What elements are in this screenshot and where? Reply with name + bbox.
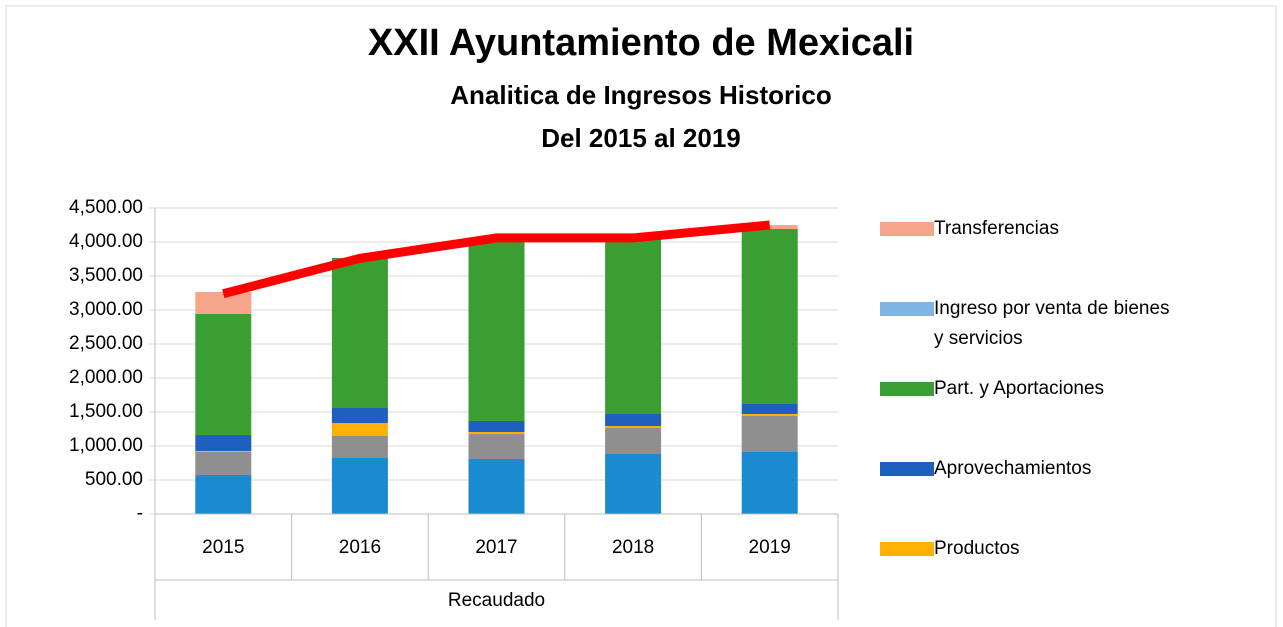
bar-segment (195, 474, 252, 514)
legend-swatch (880, 462, 934, 476)
y-tick-label: - (137, 503, 143, 524)
legend-label: Productos (934, 538, 1020, 559)
bar-segment (195, 450, 252, 452)
bar-segment (331, 407, 388, 424)
bar-segment (331, 423, 388, 437)
legend-label: Ingreso por venta de bienes y servicios (934, 298, 1170, 349)
legend-label: Aprovechamientos (934, 458, 1092, 479)
bar-segment (468, 420, 525, 432)
chart-title: XXII Ayuntamiento de Mexicali (368, 22, 914, 64)
y-tick-label: 4,000.00 (69, 231, 143, 252)
y-tick-label: 4,500.00 (69, 197, 143, 218)
legend-swatch (880, 382, 934, 396)
legend-label: Transferencias (934, 218, 1059, 239)
bar-segment (741, 413, 798, 417)
bar-segment (605, 426, 662, 428)
chart-subtitle: Del 2015 al 2019 (541, 123, 741, 153)
y-tick-label: 3,000.00 (69, 299, 143, 320)
total-line (222, 220, 771, 299)
legend-label: Part. y Aportaciones (934, 378, 1105, 399)
chart-subtitle: Analitica de Ingresos Historico (450, 80, 831, 110)
legend-swatch (880, 542, 934, 556)
legend-item: Aprovechamientos (880, 454, 1180, 484)
bar-segment (741, 416, 798, 452)
bar-segment (195, 434, 252, 451)
bar-segment (605, 454, 662, 514)
group-label: Recaudado (448, 590, 545, 611)
y-tick-label: 1,000.00 (69, 435, 143, 456)
bar-segment (741, 403, 798, 414)
legend-swatch (880, 302, 934, 316)
bar-segment (741, 229, 798, 404)
legend-item: Part. y Aportaciones (880, 374, 1180, 404)
x-tick-label: 2018 (612, 537, 654, 558)
x-tick-label: 2016 (339, 537, 381, 558)
bar-segment (331, 436, 388, 458)
y-tick-label: 500.00 (85, 469, 143, 490)
bar-segment (331, 257, 388, 408)
bar-segment (468, 458, 525, 514)
chart-border (5, 5, 1277, 627)
bar-segment (741, 451, 798, 514)
bar-segment (195, 291, 252, 315)
legend-swatch (880, 222, 934, 236)
bar-segment (605, 237, 662, 414)
bar-segment (605, 413, 662, 427)
x-tick-label: 2017 (475, 537, 517, 558)
y-tick-label: 1,500.00 (69, 401, 143, 422)
bar-segment (468, 237, 525, 421)
y-tick-label: 3,500.00 (69, 265, 143, 286)
bar-segment (331, 457, 388, 514)
legend-item: Ingreso por venta de bienes y servicios (880, 294, 1180, 354)
bar-segment (468, 434, 525, 459)
y-tick-label: 2,000.00 (69, 367, 143, 388)
bar-segment (195, 451, 252, 475)
bar-segment (195, 314, 252, 435)
bar-segment (468, 431, 525, 435)
legend-item: Transferencias (880, 214, 1180, 244)
y-tick-label: 2,500.00 (69, 333, 143, 354)
bar-segment (605, 427, 662, 455)
x-tick-label: 2015 (202, 537, 244, 558)
legend-item: Productos (880, 534, 1180, 564)
x-tick-label: 2019 (749, 537, 791, 558)
